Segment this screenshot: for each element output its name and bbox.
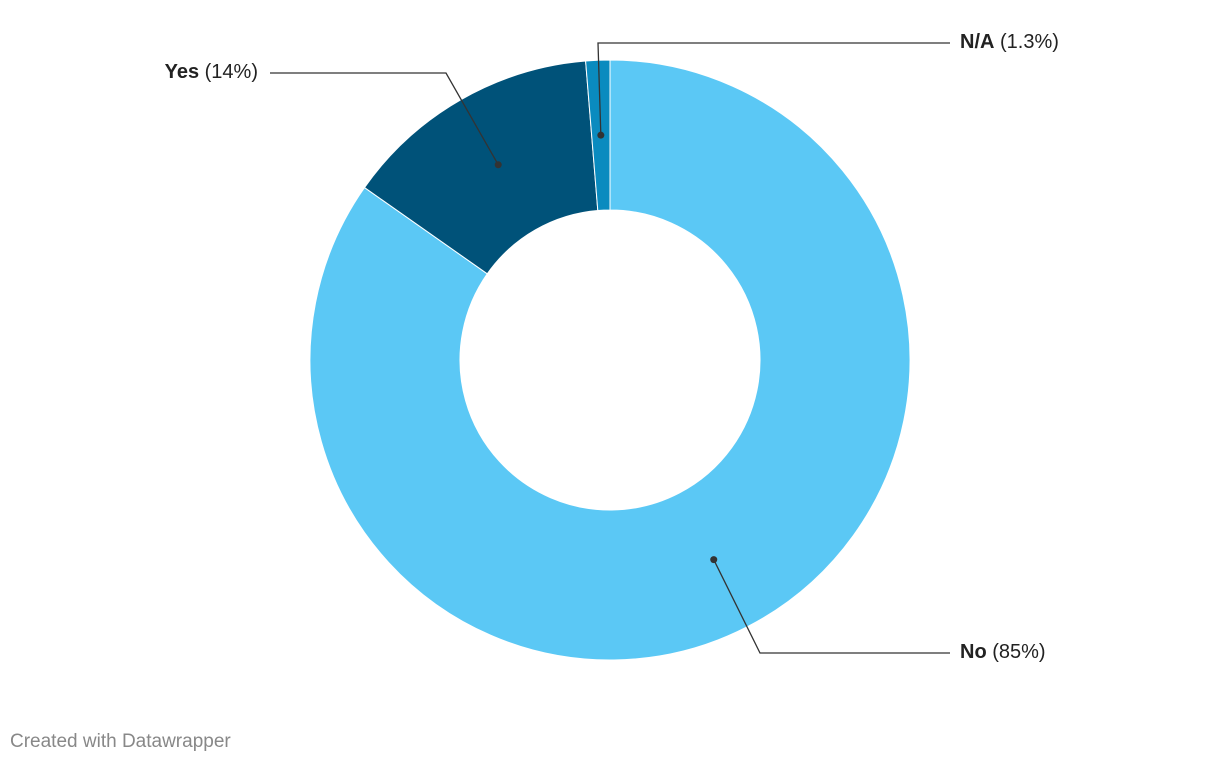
label-value: (14%)	[205, 61, 258, 83]
leader-line	[713, 559, 950, 654]
slice	[309, 59, 911, 661]
label-name: Yes	[165, 61, 199, 83]
label-name: N/A	[960, 31, 994, 53]
slice-label: N/A (1.3%)	[960, 31, 1059, 53]
leader-line	[270, 72, 499, 166]
slice-label: Yes (14%)	[165, 61, 258, 83]
slice-label: No (85%)	[960, 641, 1046, 663]
slice	[363, 60, 599, 275]
label-value: (1.3%)	[1000, 31, 1059, 53]
label-value: (85%)	[992, 641, 1045, 663]
leader-dot	[597, 131, 605, 139]
leader-dot	[494, 161, 502, 169]
label-name: No	[960, 641, 987, 663]
leader-dot	[710, 556, 718, 564]
leader-line	[597, 42, 950, 136]
credit: Created with Datawrapper	[10, 731, 231, 752]
